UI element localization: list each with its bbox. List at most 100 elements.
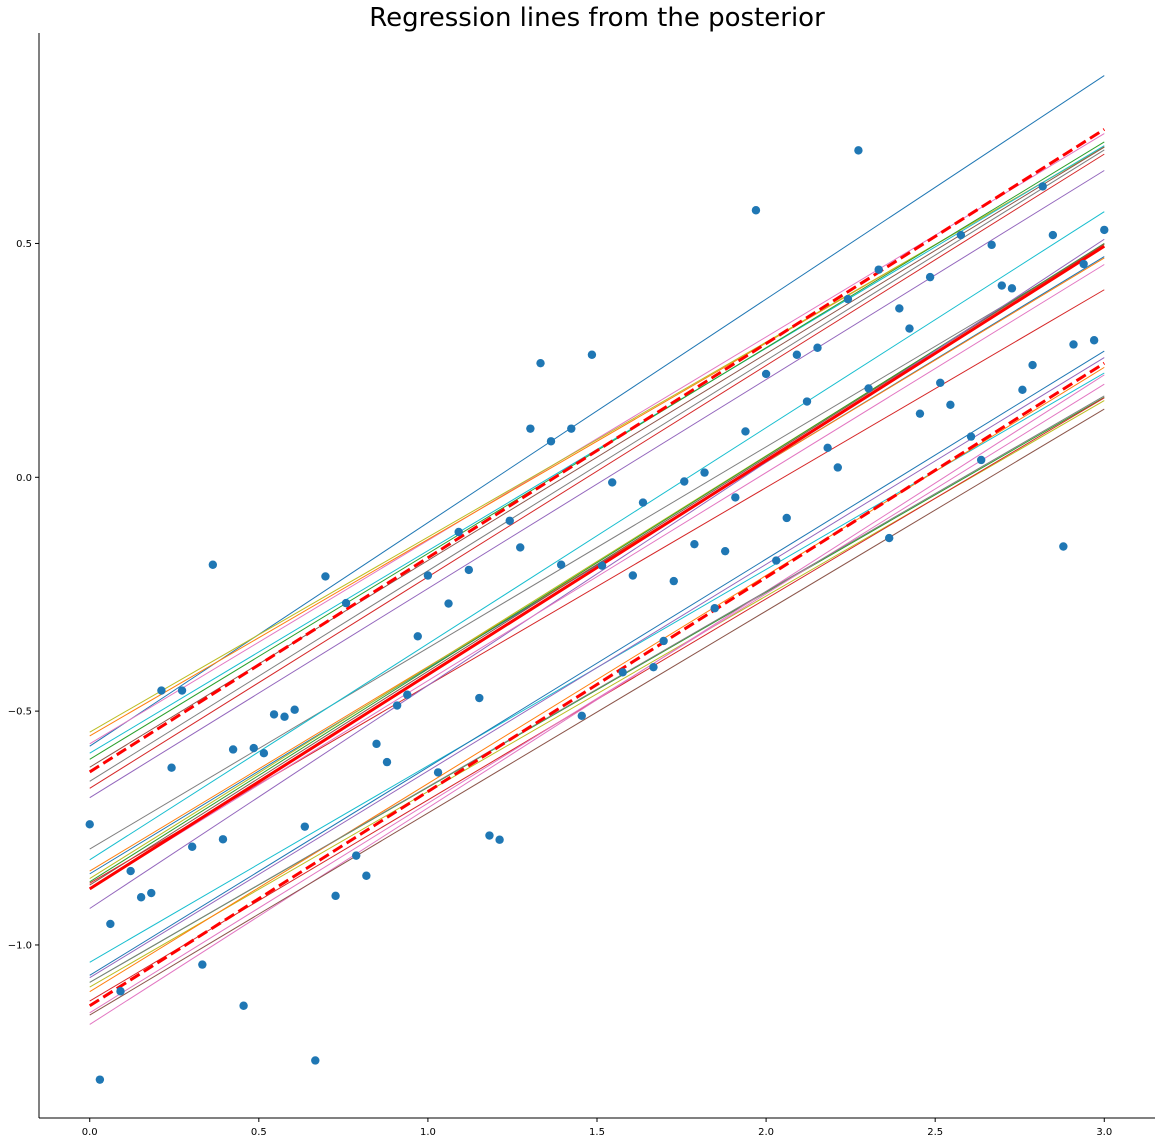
data-point-90 [1007, 284, 1017, 293]
data-point-77 [874, 265, 883, 274]
data-point-21 [300, 822, 310, 831]
x-tick-label-0: 0.0 [82, 1127, 98, 1138]
data-point-46 [556, 560, 566, 569]
data-point-72 [823, 443, 832, 453]
data-point-91 [1018, 385, 1027, 395]
data-point-67 [772, 556, 781, 565]
data-point-57 [669, 576, 678, 586]
data-point-45 [546, 437, 556, 446]
regression-lines [88, 75, 1106, 1025]
interval-line-1 [88, 361, 1106, 1008]
data-point-56 [659, 636, 668, 646]
data-point-14 [228, 745, 238, 754]
regression-line-7 [89, 149, 1105, 782]
regression-line-0 [89, 75, 1105, 747]
data-point-43 [526, 424, 535, 433]
x-tick-label-3: 1.5 [589, 1127, 605, 1138]
regression-line-19 [89, 264, 1105, 890]
data-point-54 [638, 498, 648, 507]
data-point-22 [311, 1056, 320, 1065]
data-point-5 [136, 893, 146, 902]
data-point-38 [475, 693, 484, 703]
data-point-71 [813, 343, 822, 352]
data-point-68 [782, 513, 791, 523]
data-point-4 [126, 866, 135, 876]
regression-line-10 [89, 245, 1105, 850]
chart-title: Regression lines from the posterior [369, 3, 825, 33]
data-point-19 [280, 712, 289, 721]
data-point-63 [731, 493, 740, 502]
x-tick-label-2: 1.0 [420, 1127, 436, 1138]
x-tick-label-1: 0.5 [251, 1127, 267, 1138]
regression-line-29 [89, 408, 1105, 1016]
y-tick-label-3: 0.5 [16, 239, 32, 250]
data-point-83 [936, 378, 945, 388]
data-point-35 [444, 599, 453, 608]
x-tick-label-5: 2.5 [927, 1127, 943, 1138]
regression-line-9 [89, 153, 1105, 789]
data-point-52 [618, 668, 627, 677]
data-point-18 [269, 710, 279, 719]
data-point-88 [987, 240, 996, 250]
data-point-16 [249, 743, 258, 753]
data-point-47 [567, 424, 576, 433]
data-point-28 [372, 739, 381, 749]
data-point-17 [259, 749, 269, 758]
data-point-74 [843, 294, 853, 304]
data-point-44 [536, 358, 545, 368]
data-point-80 [905, 324, 914, 333]
regression-line-27 [89, 383, 1105, 1014]
data-point-73 [833, 463, 842, 472]
data-point-97 [1079, 259, 1088, 269]
data-point-78 [884, 533, 894, 543]
data-point-6 [147, 888, 156, 898]
data-point-11 [198, 960, 207, 969]
x-tick-label-4: 2.0 [758, 1127, 774, 1138]
data-point-31 [403, 690, 412, 699]
data-point-69 [792, 350, 802, 359]
interval-line-0 [88, 128, 1106, 774]
regression-line-25 [89, 366, 1105, 993]
x-tick-label-6: 3.0 [1096, 1127, 1112, 1138]
data-point-27 [362, 871, 371, 880]
data-point-95 [1059, 542, 1068, 551]
data-point-0 [85, 820, 94, 829]
data-point-49 [587, 350, 597, 359]
data-point-84 [946, 400, 955, 409]
data-point-60 [700, 468, 709, 477]
data-points [85, 146, 1109, 1084]
y-tick-label-2: 0.0 [16, 473, 32, 484]
data-point-96 [1069, 340, 1078, 349]
data-point-66 [761, 369, 771, 379]
data-point-82 [925, 272, 935, 282]
y-tick-label-1: −0.5 [8, 707, 32, 718]
data-point-58 [680, 477, 689, 486]
regression-line-11 [89, 211, 1105, 861]
data-point-92 [1028, 360, 1037, 370]
regression-line-15 [89, 243, 1105, 883]
data-point-32 [413, 632, 422, 641]
data-point-10 [187, 842, 197, 851]
data-point-75 [854, 146, 863, 155]
data-point-42 [516, 543, 525, 552]
data-point-12 [208, 560, 218, 569]
data-point-7 [157, 686, 166, 695]
data-point-41 [505, 516, 514, 525]
data-point-36 [454, 527, 463, 537]
data-point-76 [864, 384, 873, 393]
regression-line-28 [89, 374, 1105, 1025]
mean-regression-line [88, 244, 1106, 891]
data-point-89 [997, 281, 1007, 290]
data-point-53 [628, 571, 638, 580]
data-point-62 [720, 546, 730, 556]
regression-line-8 [89, 170, 1105, 799]
data-point-2 [106, 919, 115, 929]
data-point-8 [167, 763, 176, 772]
regression-line-1 [89, 133, 1105, 745]
data-point-85 [956, 230, 966, 240]
data-point-51 [608, 478, 617, 487]
data-point-39 [485, 831, 494, 840]
data-point-79 [895, 304, 904, 313]
data-point-94 [1048, 230, 1058, 240]
